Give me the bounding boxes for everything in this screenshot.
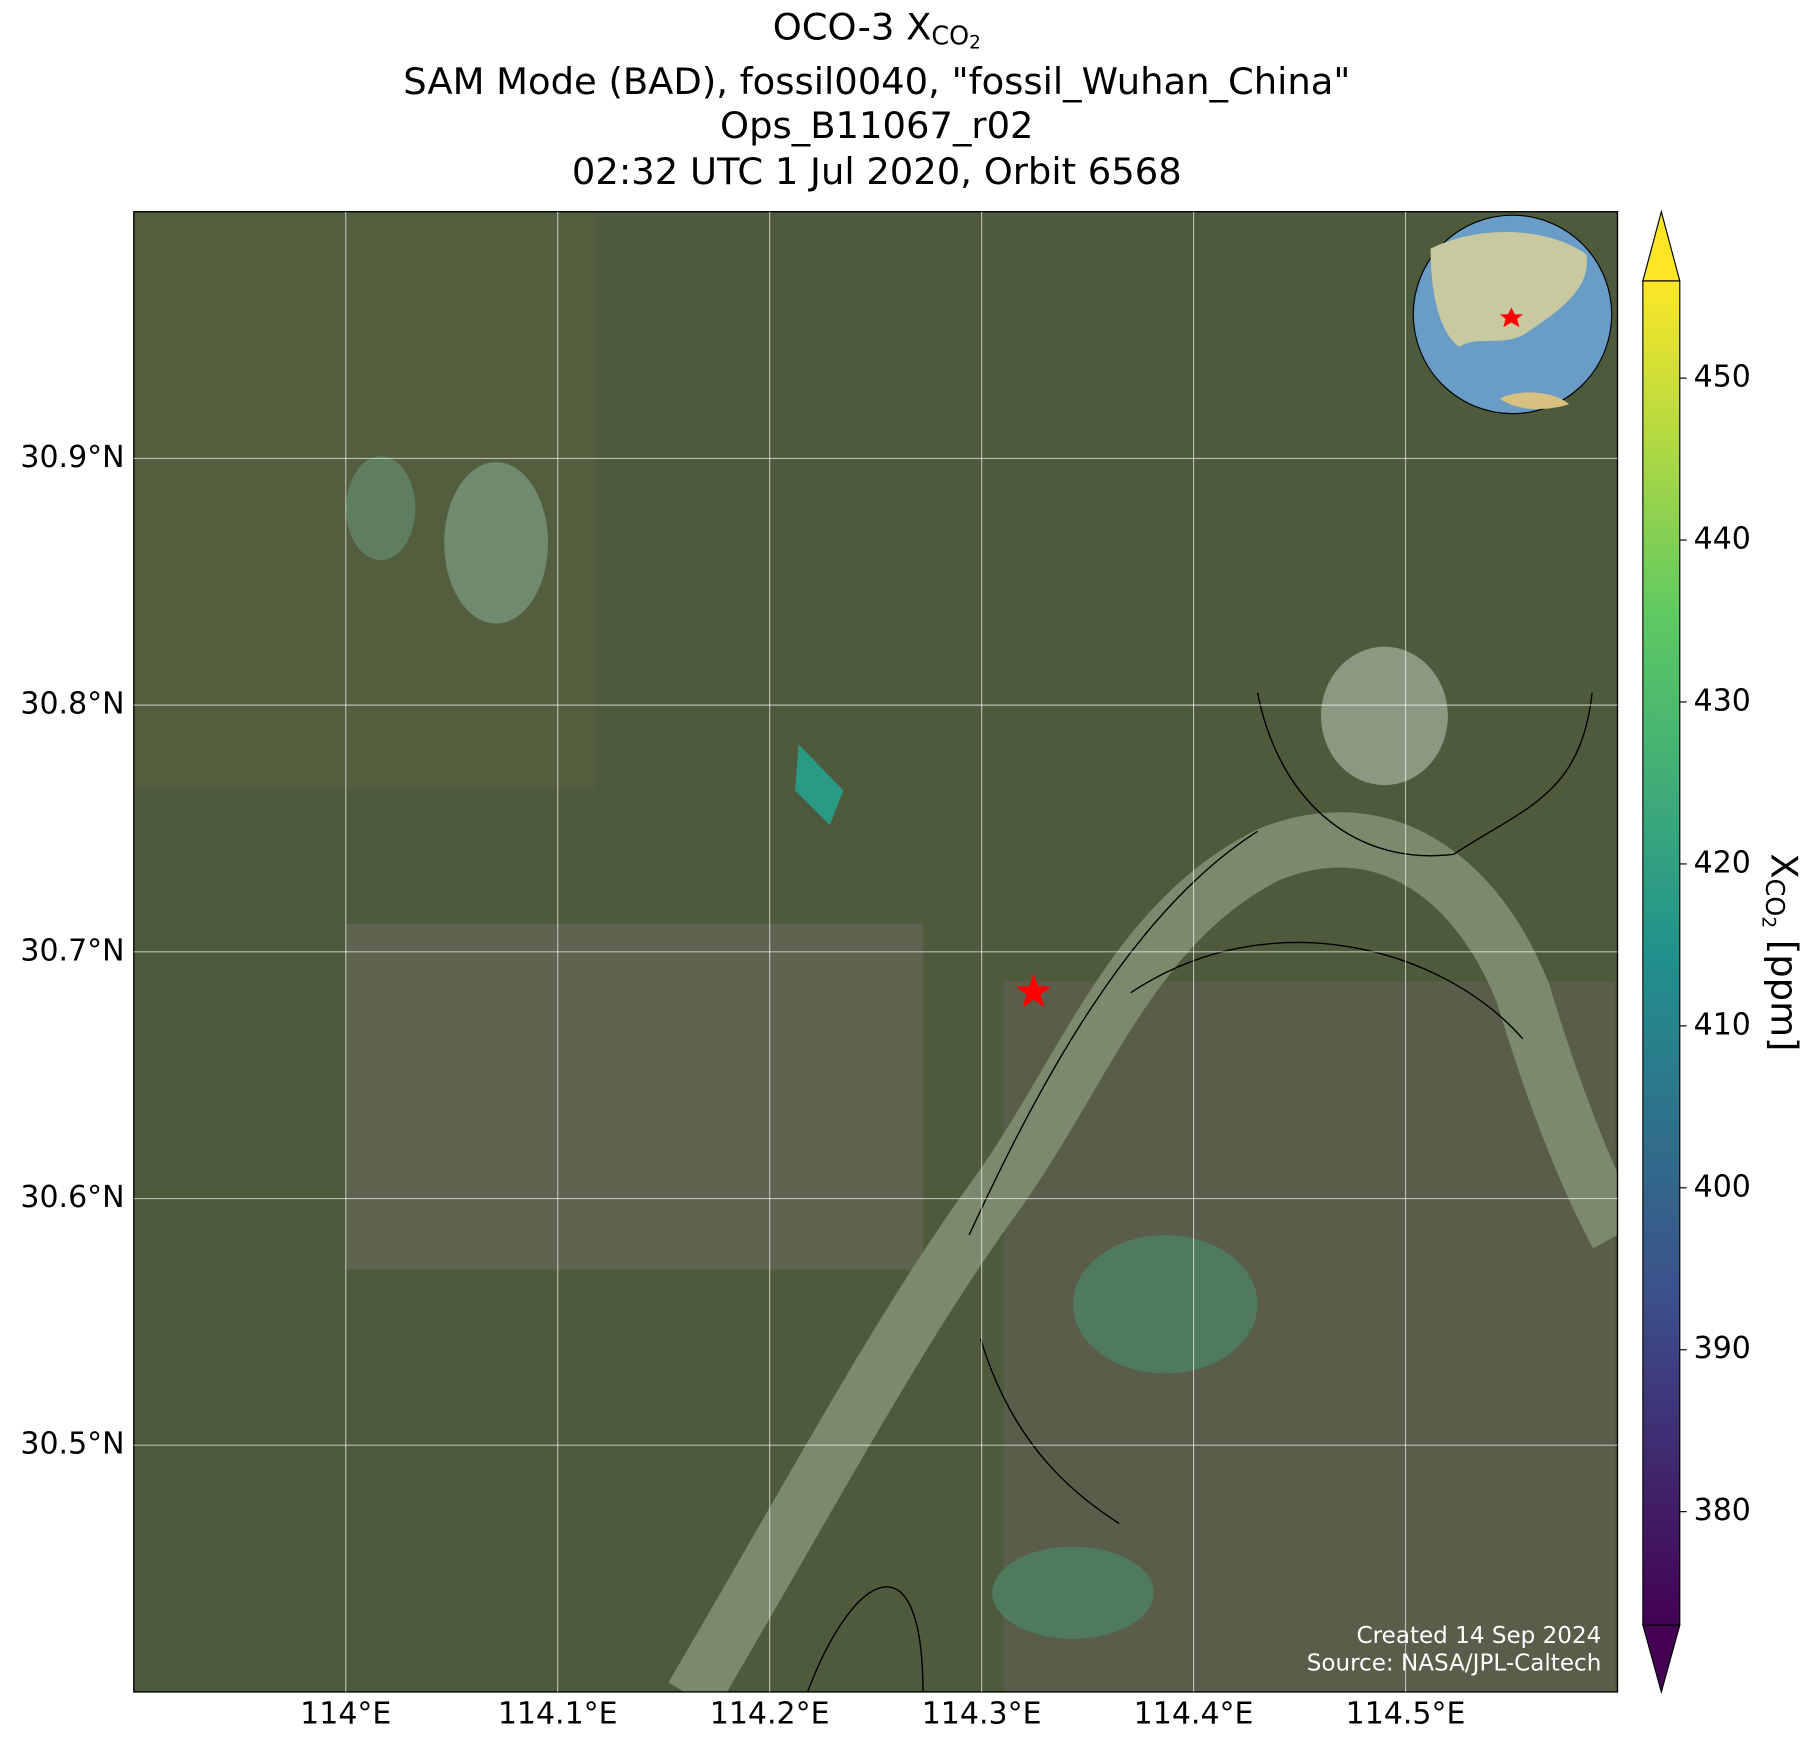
y-tick-label: 30.7°N xyxy=(20,933,124,968)
footprint xyxy=(795,744,844,826)
colorbar-tick-label: 390 xyxy=(1694,1331,1751,1366)
x-tick-label: 114.3°E xyxy=(922,1697,1042,1732)
site-star xyxy=(1016,973,1052,1008)
colorbar-tick-label: 450 xyxy=(1694,360,1751,395)
colorbar-tick-label: 440 xyxy=(1694,522,1751,557)
colorbar-frame xyxy=(1642,280,1681,1626)
x-tick-label: 114.5°E xyxy=(1346,1697,1466,1732)
colorbar-tick-label: 430 xyxy=(1694,683,1751,718)
credit: Source: NASA/JPL-Caltech xyxy=(1307,1651,1602,1677)
colorbar xyxy=(1642,280,1680,1626)
basemap xyxy=(133,211,1618,1692)
y-tick-label: 30.8°N xyxy=(20,687,124,722)
x-tick-label: 114.1°E xyxy=(498,1697,618,1732)
y-tick-label: 30.9°N xyxy=(20,440,124,475)
x-tick-label: 114°E xyxy=(300,1697,391,1732)
y-tick-label: 30.6°N xyxy=(20,1180,124,1215)
colorbar-tick-label: 410 xyxy=(1694,1007,1751,1042)
subtitle: SAM Mode (BAD), fossil0040, "fossil_Wuha… xyxy=(403,60,1350,103)
subtitle: Ops_B11067_r02 xyxy=(720,104,1033,147)
colorbar-tick-label: 400 xyxy=(1694,1169,1751,1204)
colorbar-extend xyxy=(1642,1624,1681,1695)
inset-globe xyxy=(1412,214,1613,415)
credit: Created 14 Sep 2024 xyxy=(1357,1623,1602,1649)
x-tick-label: 114.4°E xyxy=(1134,1697,1254,1732)
colorbar-tick-label: 420 xyxy=(1694,845,1751,880)
colorbar-label: XCO2 [ppm] xyxy=(1757,853,1805,1051)
colorbar-extend xyxy=(1642,209,1681,282)
colorbar-tick-label: 380 xyxy=(1694,1493,1751,1528)
x-tick-label: 114.2°E xyxy=(710,1697,830,1732)
title: OCO-3 XCO2 xyxy=(773,5,981,53)
y-tick-label: 30.5°N xyxy=(20,1427,124,1462)
subtitle: 02:32 UTC 1 Jul 2020, Orbit 6568 xyxy=(572,150,1182,193)
